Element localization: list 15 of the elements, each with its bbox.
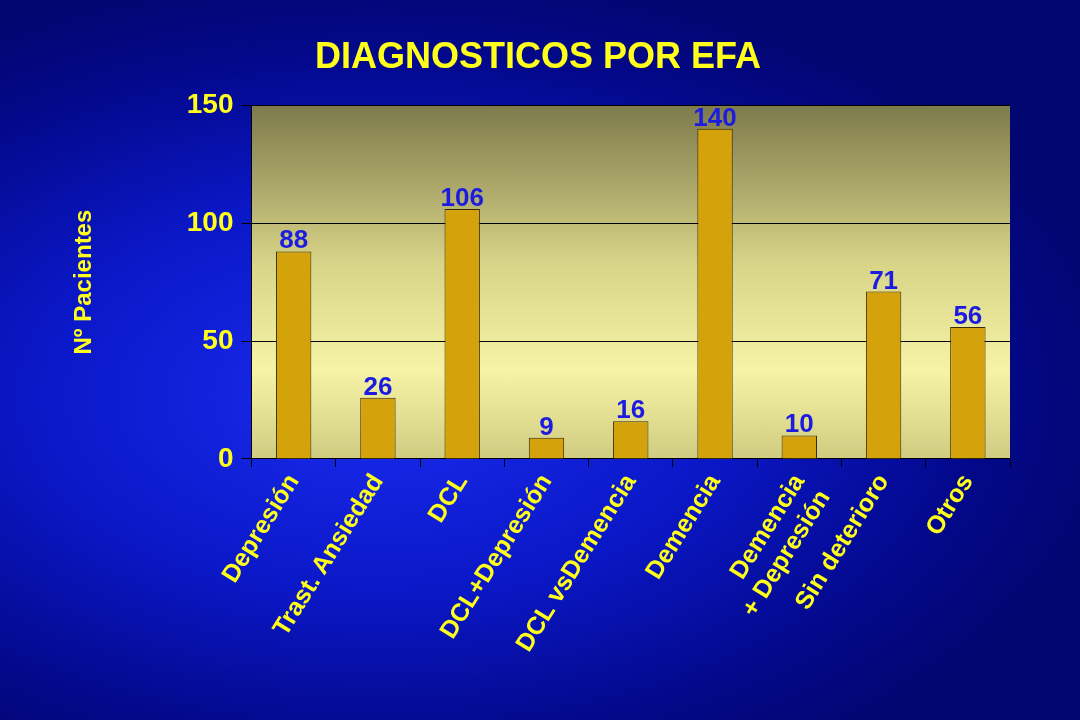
y-tick-label: 0 xyxy=(217,441,234,473)
chart-title: DIAGNOSTICOS POR EFA xyxy=(314,34,762,76)
y-tick-label: 100 xyxy=(186,205,234,237)
data-label: 26 xyxy=(363,370,393,401)
data-label: 106 xyxy=(440,181,484,212)
data-label: 71 xyxy=(869,264,899,295)
data-label: 9 xyxy=(539,410,554,441)
data-label: 10 xyxy=(784,408,814,439)
data-label: 56 xyxy=(953,299,983,330)
y-tick-label: 50 xyxy=(202,323,234,355)
data-label: 140 xyxy=(693,101,737,132)
y-tick-label: 150 xyxy=(186,87,234,119)
y-axis-title: Nº Pacientes xyxy=(69,209,97,355)
data-label: 16 xyxy=(616,394,646,425)
data-label: 88 xyxy=(279,224,309,255)
